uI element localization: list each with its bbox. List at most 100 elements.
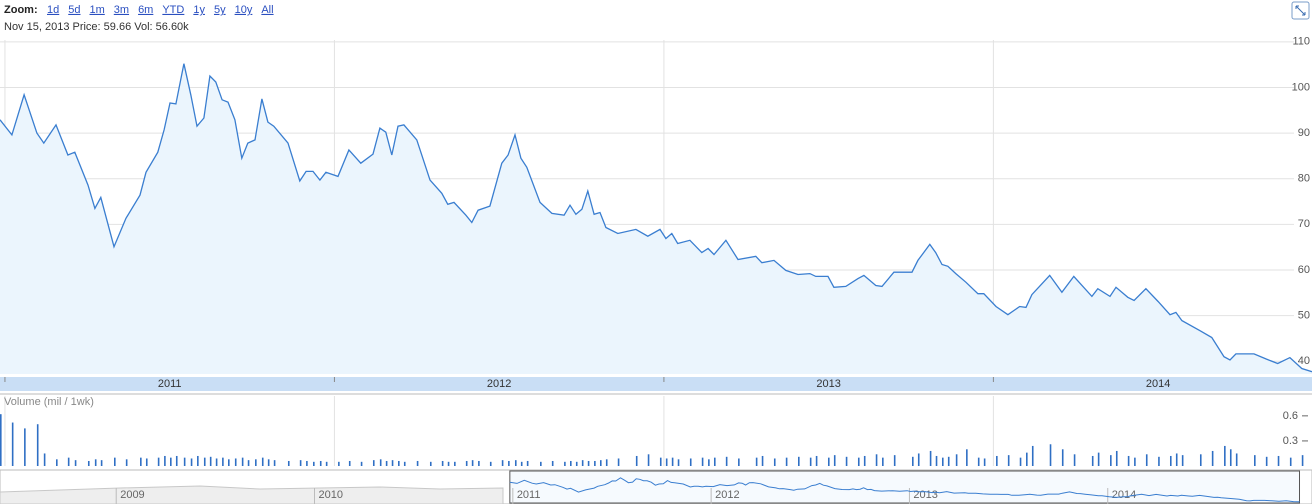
volume-bar (1031, 445, 1034, 466)
volume-bar (947, 456, 950, 466)
volume-bar (348, 460, 351, 466)
volume-bar (581, 460, 584, 466)
volume-bar (827, 457, 830, 466)
volume-bar (403, 461, 406, 466)
volume-bar (287, 460, 290, 466)
volume-bar (145, 458, 148, 466)
volume-bar (416, 460, 419, 466)
volume-bar (857, 457, 860, 466)
zoom-link[interactable]: YTD (162, 4, 184, 16)
volume-bar (1175, 453, 1178, 466)
volume-bar (183, 457, 186, 466)
zoom-link[interactable]: 1m (90, 4, 105, 16)
volume-bar (966, 449, 968, 466)
volume-bar (863, 455, 866, 466)
y-tick-label: 110 (1292, 36, 1310, 48)
volume-bar (845, 456, 848, 466)
volume-bar (617, 458, 620, 466)
volume-bar (1158, 456, 1160, 466)
volume-bar (570, 460, 572, 466)
volume-bar (454, 461, 456, 466)
volume-bar (708, 459, 710, 466)
zoom-link[interactable]: 1d (47, 4, 59, 16)
volume-bar (1181, 455, 1184, 466)
volume-tick-label: 0.3 (1283, 435, 1298, 447)
zoom-label: Zoom: (4, 4, 38, 16)
volume-bar (0, 414, 2, 466)
volume-bar (893, 455, 896, 466)
x-tick-label: 2011 (158, 378, 182, 390)
volume-bar (501, 460, 504, 466)
volume-bar (665, 458, 668, 466)
volume-bar (372, 460, 375, 466)
volume-bar (157, 457, 160, 466)
volume-tick-label: 0.6 (1283, 410, 1298, 422)
zoom-link[interactable]: 3m (114, 4, 129, 16)
volume-bar (203, 457, 206, 466)
navigator-tick-label: 2014 (1112, 489, 1136, 501)
volume-bar (1019, 457, 1022, 466)
zoom-link[interactable]: 10y (235, 4, 253, 16)
volume-bar (1127, 455, 1130, 466)
volume-bar (1289, 457, 1292, 466)
zoom-link[interactable]: 5y (214, 4, 226, 16)
zoom-link[interactable]: 6m (138, 4, 153, 16)
y-tick-label: 50 (1298, 310, 1310, 322)
expand-button[interactable] (1291, 1, 1310, 20)
volume-bar (1007, 455, 1010, 466)
navigator-history (0, 485, 504, 504)
expand-icon[interactable] (1295, 5, 1306, 16)
volume-bar (677, 459, 680, 466)
volume-bar (635, 455, 638, 466)
y-tick-label: 60 (1298, 264, 1310, 276)
volume-bar (1199, 454, 1202, 466)
volume-bar (594, 460, 596, 466)
volume-bar (125, 459, 128, 466)
volume-bar (917, 453, 920, 466)
zoom-link[interactable]: All (261, 4, 273, 16)
volume-bar (1265, 456, 1268, 466)
volume-bar (514, 460, 517, 466)
volume-bar (540, 461, 542, 466)
volume-bar (209, 456, 212, 466)
volume-bar (941, 457, 944, 466)
volume-bar (164, 455, 166, 466)
volume-bar (234, 458, 237, 466)
volume-bar (441, 460, 444, 466)
volume-bar (267, 459, 270, 466)
volume-bar (520, 461, 523, 466)
volume-bar (255, 459, 257, 466)
navigator-tick-label: 2011 (517, 489, 541, 501)
x-axis-band (0, 377, 1312, 391)
volume-bar (67, 457, 70, 466)
volume-bar (689, 458, 692, 466)
volume-bar (929, 450, 932, 466)
volume-bar (564, 461, 566, 466)
zoom-link[interactable]: 5d (68, 4, 80, 16)
volume-bar (996, 455, 998, 466)
volume-bar (197, 455, 199, 466)
volume-bar (478, 460, 480, 466)
volume-bar (241, 457, 244, 466)
volume-bar (56, 459, 58, 466)
volume-bar (833, 455, 836, 466)
volume-bar (379, 459, 382, 466)
volume-bar (977, 457, 980, 466)
volume-bar (43, 453, 46, 466)
volume-bar (74, 460, 77, 466)
volume-bar (319, 460, 322, 466)
volume-bar (447, 461, 450, 466)
volume-bar (647, 454, 650, 466)
price-area (0, 63, 1312, 374)
x-tick-label: 2014 (1146, 378, 1170, 390)
navigator-tick-label: 2009 (120, 489, 144, 501)
volume-bar (489, 461, 492, 466)
volume-bar (587, 460, 590, 466)
y-tick-label: 70 (1298, 218, 1310, 230)
zoom-link[interactable]: 1y (193, 4, 205, 16)
volume-bar (882, 457, 884, 466)
navigator-selection[interactable] (509, 470, 1301, 504)
volume-bar (24, 428, 26, 466)
volume-bar (738, 458, 740, 466)
volume-bar (761, 455, 764, 466)
